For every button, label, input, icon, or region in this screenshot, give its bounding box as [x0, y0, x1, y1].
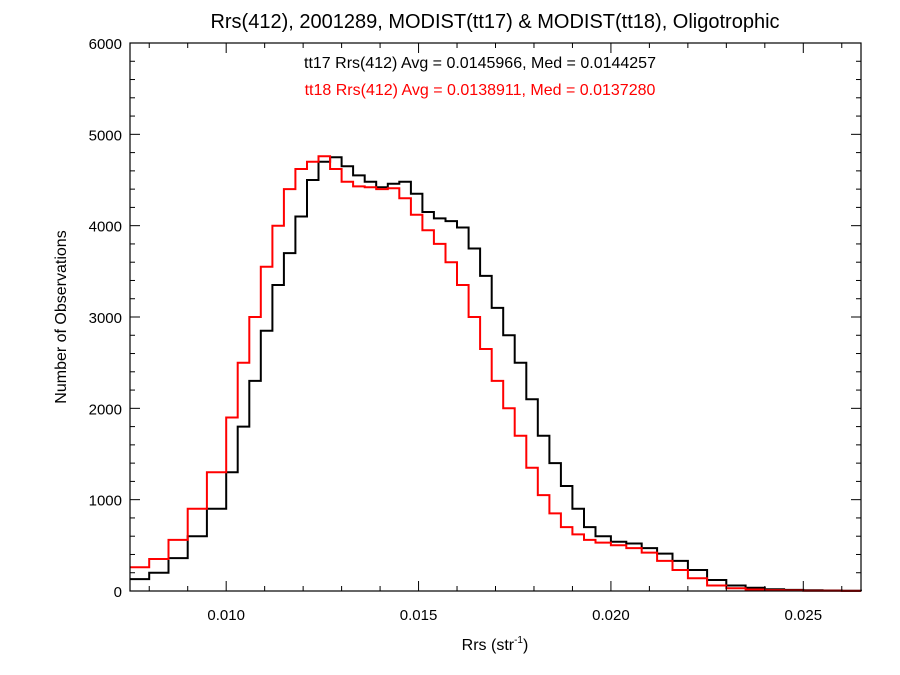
ticklabels-layer: 0.010 0.015 0.020 0.025 0 1000 2000 3000 4000 500… [89, 36, 822, 624]
ticks-layer [130, 42, 861, 592]
series-line-tt18 [130, 155, 861, 592]
x-axis-label-sup: -1 [514, 635, 523, 646]
y-tick-label: 0 [114, 584, 122, 601]
x-axis-label-main: Rrs (str [462, 637, 515, 654]
x-axis-label-end: ) [523, 637, 528, 654]
y-tick-label: 1000 [89, 493, 122, 510]
y-tick-label: 4000 [89, 219, 122, 236]
y-tick-label: 2000 [89, 401, 122, 418]
y-axis-label: Number of Observations [53, 230, 70, 403]
y-tick-label: 5000 [89, 127, 122, 144]
series-layer [130, 155, 862, 592]
series-line-tt17 [130, 156, 862, 592]
x-tick-label: 0.015 [400, 607, 438, 624]
x-tick-label: 0.010 [207, 607, 245, 624]
x-axis-label: Rrs (str-1) [462, 635, 529, 654]
chart-title: Rrs(412), 2001289, MODIST(tt17) & MODIST… [210, 11, 779, 33]
x-tick-label: 0.025 [785, 607, 823, 624]
annotation-tt18: tt18 Rrs(412) Avg = 0.0138911, Med = 0.0… [305, 82, 656, 99]
annotation-tt17: tt17 Rrs(412) Avg = 0.0145966, Med = 0.0… [304, 55, 656, 72]
y-tick-label: 6000 [89, 36, 122, 53]
y-tick-label: 3000 [89, 310, 122, 327]
x-tick-label: 0.020 [592, 607, 630, 624]
